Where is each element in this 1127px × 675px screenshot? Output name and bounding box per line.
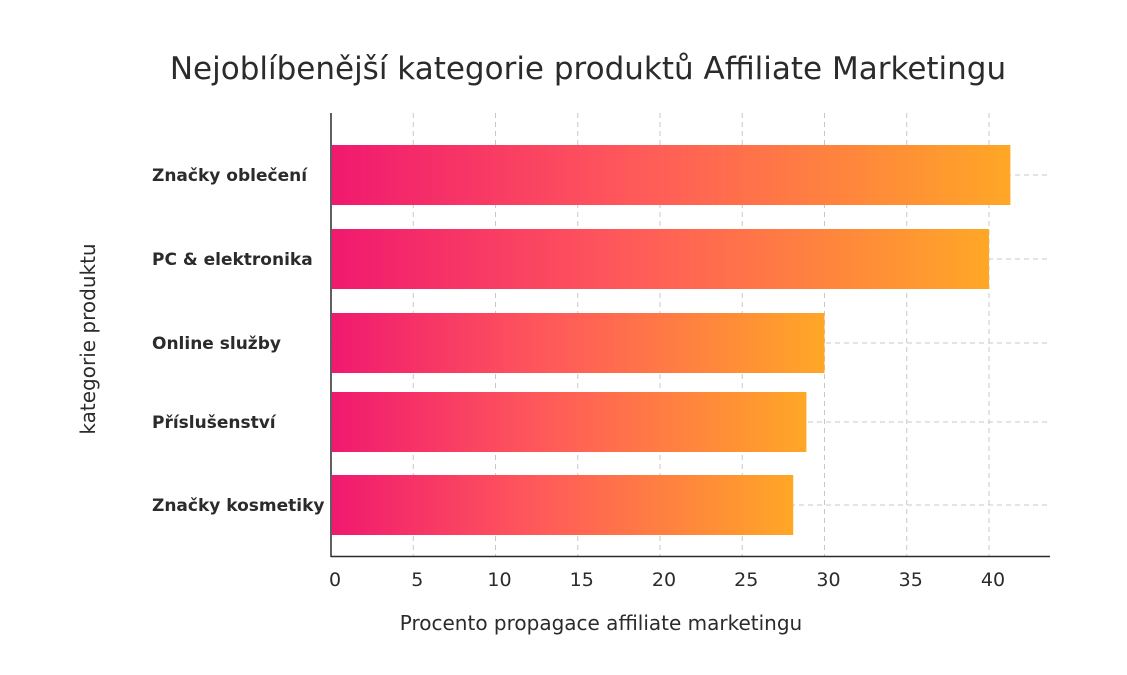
bar: [332, 229, 989, 289]
bar: [332, 475, 794, 535]
x-tick-label: 30: [816, 569, 840, 591]
x-tick-label: 40: [981, 569, 1005, 591]
x-tick-label: 35: [899, 569, 923, 591]
x-tick-labels: 0 5 10 15 20 25 30 35 40: [329, 569, 1005, 591]
bar: [332, 313, 825, 373]
bar: [332, 145, 1011, 205]
category-label: Značky oblečení: [152, 166, 308, 186]
y-axis-label: kategorie produktu: [76, 243, 100, 434]
x-tick-label: 20: [652, 569, 676, 591]
category-label: Příslušenství: [152, 413, 277, 433]
x-tick-label: 0: [329, 569, 341, 591]
chart-title: Nejoblíbenější kategorie produktů Affili…: [170, 51, 1006, 87]
x-tick-label: 15: [570, 569, 594, 591]
x-axis-label: Procento propagace affiliate marketingu: [400, 611, 802, 635]
category-label: Značky kosmetiky: [152, 496, 325, 516]
x-tick-label: 25: [734, 569, 758, 591]
category-label: PC & elektronika: [152, 250, 313, 270]
bar: [332, 392, 807, 452]
x-tick-label: 5: [411, 569, 423, 591]
category-label: Online služby: [152, 334, 281, 354]
category-labels: Značky oblečení PC & elektronika Online sl…: [152, 166, 325, 516]
x-tick-label: 10: [487, 569, 511, 591]
bars: [332, 145, 1011, 535]
